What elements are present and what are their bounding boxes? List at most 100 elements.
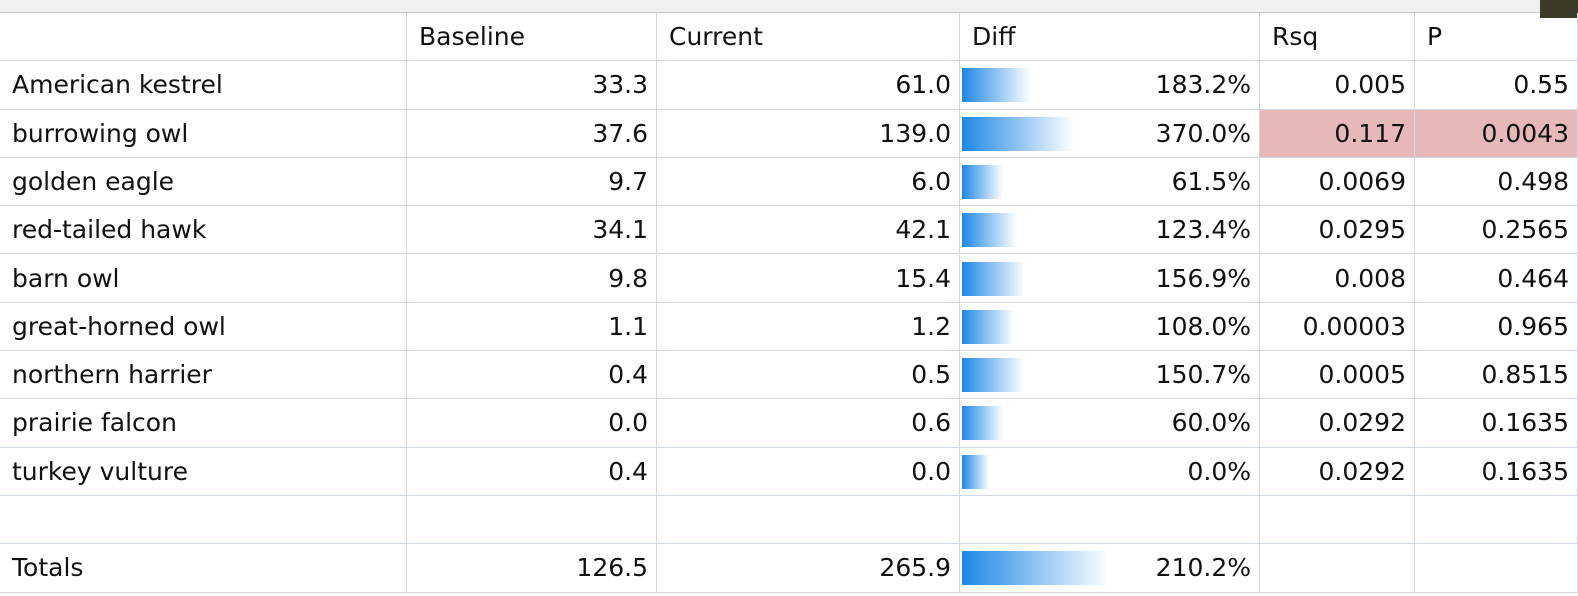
cell[interactable]: 6.0 bbox=[657, 157, 960, 207]
cell[interactable]: 15.4 bbox=[657, 254, 960, 303]
data-bar bbox=[962, 358, 1024, 393]
cell[interactable]: red-tailed hawk bbox=[0, 206, 407, 255]
cell[interactable]: 0.0005 bbox=[1260, 351, 1415, 400]
cell[interactable]: 0.00003 bbox=[1260, 302, 1415, 352]
data-bar bbox=[962, 68, 1032, 103]
cell-text: 0.2565 bbox=[1481, 215, 1569, 245]
cell-text: 0.0295 bbox=[1318, 215, 1406, 245]
cell-text: 61.5% bbox=[1171, 166, 1251, 196]
cell[interactable]: 42.1 bbox=[657, 206, 960, 255]
cell[interactable]: 183.2% bbox=[960, 61, 1260, 110]
cell[interactable]: 0.498 bbox=[1415, 157, 1578, 207]
cell-text: 9.8 bbox=[608, 263, 648, 293]
cell[interactable]: turkey vulture bbox=[0, 447, 407, 496]
cell-text: 0.1635 bbox=[1481, 408, 1569, 438]
cell[interactable]: 108.0% bbox=[960, 302, 1260, 352]
cell[interactable]: prairie falcon bbox=[0, 399, 407, 448]
cell[interactable]: 1.1 bbox=[407, 302, 657, 352]
cell[interactable]: 0.55 bbox=[1415, 61, 1578, 110]
cell[interactable]: burrowing owl bbox=[0, 109, 407, 158]
cell[interactable]: 0.117 bbox=[1260, 109, 1415, 158]
cell[interactable]: 0.0069 bbox=[1260, 157, 1415, 207]
cell[interactable]: Totals bbox=[0, 544, 407, 593]
cell[interactable]: 0.4 bbox=[407, 447, 657, 496]
cell[interactable]: American kestrel bbox=[0, 61, 407, 110]
cell[interactable]: 126.5 bbox=[407, 544, 657, 593]
cell[interactable]: 0.0% bbox=[960, 447, 1260, 496]
cell[interactable]: 0.5 bbox=[657, 351, 960, 400]
data-bar bbox=[962, 164, 1004, 199]
cell[interactable]: 33.3 bbox=[407, 61, 657, 110]
cell[interactable]: 0.1635 bbox=[1415, 399, 1578, 448]
cell[interactable]: 0.464 bbox=[1415, 254, 1578, 303]
cell-text: Current bbox=[669, 22, 763, 51]
cell-text: 0.0 bbox=[608, 408, 648, 438]
cell[interactable]: 0.0043 bbox=[1415, 109, 1578, 158]
cell-text: 42.1 bbox=[895, 215, 951, 245]
cell-text: 37.6 bbox=[592, 118, 648, 148]
cell[interactable]: 0.4 bbox=[407, 351, 657, 400]
cell[interactable]: 0.6 bbox=[657, 399, 960, 448]
cell[interactable]: 123.4% bbox=[960, 206, 1260, 255]
cell-text: 150.7% bbox=[1155, 360, 1251, 390]
cell[interactable]: 61.0 bbox=[657, 61, 960, 110]
cell[interactable] bbox=[1260, 544, 1415, 593]
header-cell: Diff bbox=[960, 13, 1260, 62]
cell[interactable]: great-horned owl bbox=[0, 302, 407, 352]
cell[interactable]: 139.0 bbox=[657, 109, 960, 158]
cell[interactable]: 61.5% bbox=[960, 157, 1260, 207]
cell[interactable]: 0.0 bbox=[407, 399, 657, 448]
cell-text: burrowing owl bbox=[12, 118, 189, 148]
cell[interactable]: 265.9 bbox=[657, 544, 960, 593]
cell[interactable] bbox=[1415, 544, 1578, 593]
cell-text: 1.2 bbox=[911, 311, 951, 341]
empty-cell bbox=[407, 496, 657, 545]
cell[interactable]: 0.005 bbox=[1260, 61, 1415, 110]
cell[interactable]: 60.0% bbox=[960, 399, 1260, 448]
cell-text: 34.1 bbox=[592, 215, 648, 245]
cell[interactable]: 34.1 bbox=[407, 206, 657, 255]
cell-text: 108.0% bbox=[1155, 311, 1251, 341]
empty-cell bbox=[960, 496, 1260, 545]
cell[interactable]: 9.8 bbox=[407, 254, 657, 303]
cell[interactable]: 150.7% bbox=[960, 351, 1260, 400]
cell-text: great-horned owl bbox=[12, 311, 226, 341]
cell[interactable]: 0.0292 bbox=[1260, 447, 1415, 496]
cell[interactable]: 0.2565 bbox=[1415, 206, 1578, 255]
top-strip bbox=[0, 0, 1578, 13]
cell-text: 0.117 bbox=[1334, 118, 1406, 148]
cell-text: Baseline bbox=[419, 22, 525, 51]
cell[interactable]: 0.0 bbox=[657, 447, 960, 496]
cell-text: prairie falcon bbox=[12, 408, 177, 438]
data-bar bbox=[962, 551, 1110, 586]
cell[interactable]: 0.8515 bbox=[1415, 351, 1578, 400]
data-bar bbox=[962, 213, 1018, 248]
cell[interactable]: 0.0292 bbox=[1260, 399, 1415, 448]
data-bar bbox=[962, 261, 1026, 296]
cell-text: Diff bbox=[972, 22, 1016, 51]
cell-text: 183.2% bbox=[1155, 70, 1251, 100]
header-cell: Baseline bbox=[407, 13, 657, 62]
cell[interactable]: northern harrier bbox=[0, 351, 407, 400]
cell[interactable]: golden eagle bbox=[0, 157, 407, 207]
cell-text: American kestrel bbox=[12, 70, 223, 100]
data-bar bbox=[962, 309, 1014, 344]
cell[interactable]: 210.2% bbox=[960, 544, 1260, 593]
cell[interactable]: 0.1635 bbox=[1415, 447, 1578, 496]
cell-text: 60.0% bbox=[1171, 408, 1251, 438]
cell-text: 0.1635 bbox=[1481, 456, 1569, 486]
cell[interactable]: 0.008 bbox=[1260, 254, 1415, 303]
cell[interactable]: barn owl bbox=[0, 254, 407, 303]
cell[interactable]: 0.0295 bbox=[1260, 206, 1415, 255]
cell-text: 15.4 bbox=[895, 263, 951, 293]
cell-text: golden eagle bbox=[12, 166, 175, 196]
cell[interactable]: 9.7 bbox=[407, 157, 657, 207]
cell[interactable]: 37.6 bbox=[407, 109, 657, 158]
cell[interactable]: 0.965 bbox=[1415, 302, 1578, 352]
header-cell: Current bbox=[657, 13, 960, 62]
cell[interactable]: 370.0% bbox=[960, 109, 1260, 158]
cell[interactable]: 1.2 bbox=[657, 302, 960, 352]
cell[interactable]: 156.9% bbox=[960, 254, 1260, 303]
cell-text: 9.7 bbox=[608, 166, 648, 196]
